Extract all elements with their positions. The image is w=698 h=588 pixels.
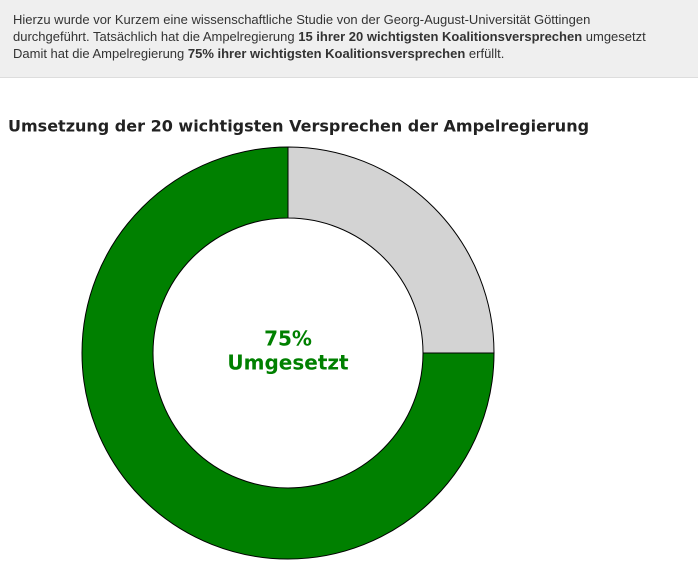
text: Damit hat die Ampelregierung — [13, 46, 188, 61]
center-value-label: 75% — [264, 327, 312, 351]
bold-text: 75% ihrer wichtigsten Koalitionsversprec… — [187, 46, 466, 61]
bold-text: 15 ihrer 20 wichtigsten Koalitionsverspr… — [298, 29, 583, 44]
text: durchgeführt. Tatsächlich hat die Ampelr… — [13, 29, 299, 44]
intro-box: Hierzu wurde vor Kurzem eine wissenschaf… — [0, 0, 698, 78]
donut-segment — [287, 146, 495, 354]
text: umgesetzt — [582, 29, 646, 44]
intro-line: Damit hat die Ampelregierung 75% ihrer w… — [13, 45, 698, 62]
donut-segment — [81, 146, 495, 560]
chart-title: Umsetzung der 20 wichtigsten Versprechen… — [8, 117, 589, 136]
text: erfüllt. — [465, 46, 505, 61]
text: Hierzu wurde vor Kurzem eine wissenschaf… — [13, 12, 591, 27]
center-label: Umgesetzt — [227, 351, 349, 375]
intro-line: Hierzu wurde vor Kurzem eine wissenschaf… — [13, 11, 698, 28]
intro-line: durchgeführt. Tatsächlich hat die Ampelr… — [13, 28, 698, 45]
